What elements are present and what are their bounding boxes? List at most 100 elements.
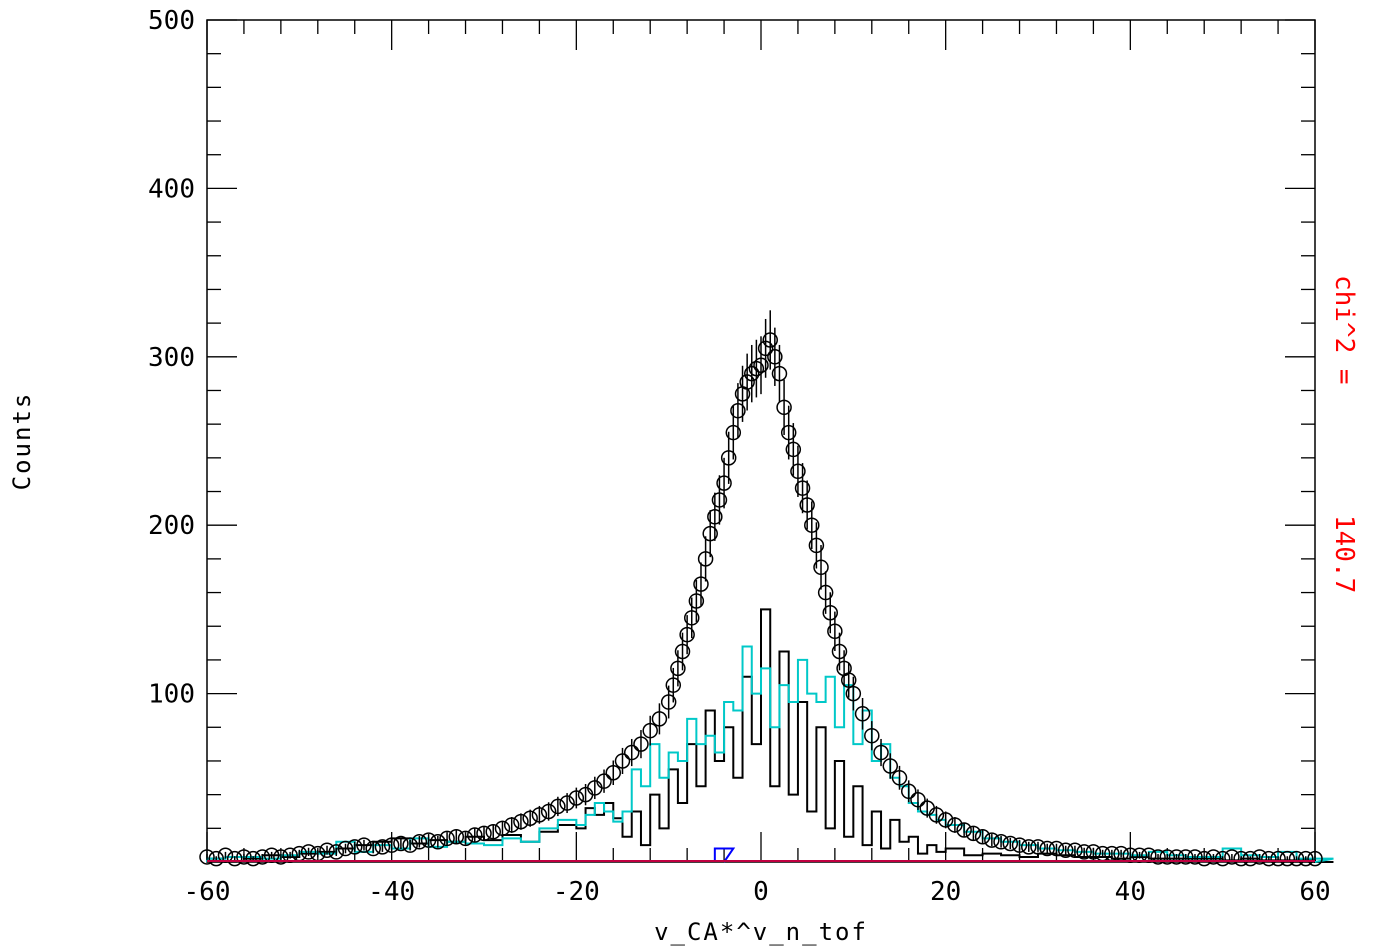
data-marker	[670, 660, 686, 677]
data-marker	[550, 798, 566, 815]
data-marker	[1030, 839, 1046, 855]
data-marker	[1122, 847, 1139, 864]
data-point	[633, 730, 649, 759]
data-point	[1085, 844, 1102, 860]
data-point	[1159, 849, 1176, 865]
data-marker	[845, 685, 862, 702]
data-marker	[827, 623, 843, 640]
data-marker	[494, 820, 511, 837]
data-point	[319, 842, 335, 858]
data-point	[1011, 837, 1028, 853]
data-marker	[383, 837, 400, 853]
x-tick-label: 60	[1299, 877, 1330, 907]
data-point	[771, 344, 788, 403]
data-marker	[476, 825, 492, 842]
data-marker	[263, 847, 280, 864]
data-marker	[1196, 850, 1212, 867]
data-marker	[1021, 839, 1037, 855]
data-marker	[374, 839, 391, 855]
data-point	[984, 832, 1000, 848]
data-point	[328, 844, 345, 860]
data-marker	[993, 834, 1009, 850]
data-point	[448, 828, 465, 845]
data-point	[374, 839, 391, 855]
data-point	[1067, 842, 1083, 858]
data-marker	[790, 463, 806, 480]
data-marker	[900, 783, 917, 800]
data-point	[1057, 842, 1074, 858]
data-marker	[623, 744, 640, 761]
data-point	[757, 318, 774, 378]
data-point	[393, 835, 409, 852]
data-point	[947, 817, 963, 833]
data-point	[716, 457, 732, 509]
data-marker	[1150, 849, 1166, 865]
data-point	[956, 822, 972, 838]
chi2-label: chi^2 =	[1329, 275, 1359, 385]
data-point	[790, 445, 806, 497]
data-marker	[1187, 849, 1203, 865]
data-marker	[767, 349, 783, 365]
data-marker	[319, 842, 335, 858]
data-marker	[439, 830, 455, 847]
data-marker	[1067, 842, 1083, 858]
data-marker	[1205, 849, 1222, 865]
data-point	[467, 827, 483, 843]
data-point	[226, 850, 243, 867]
data-point	[1168, 849, 1185, 865]
x-tick-label: 0	[753, 877, 769, 907]
data-point	[748, 339, 765, 398]
data-marker	[965, 825, 982, 842]
data-point	[720, 431, 737, 484]
x-tick-label: 40	[1115, 877, 1146, 907]
data-marker	[748, 360, 765, 377]
data-point	[1030, 839, 1046, 855]
data-point	[642, 715, 658, 746]
data-point	[780, 405, 797, 460]
data-marker	[910, 791, 926, 808]
data-marker	[503, 817, 520, 833]
data-point	[614, 747, 631, 775]
data-marker	[799, 497, 815, 513]
data-marker	[679, 626, 695, 643]
data-marker	[217, 847, 234, 864]
data-marker	[1159, 849, 1176, 865]
data-point	[688, 580, 705, 622]
data-marker	[1224, 849, 1240, 865]
data-marker	[642, 722, 658, 739]
y-axis-title: Counts	[8, 392, 36, 491]
data-marker	[226, 850, 243, 867]
data-marker	[891, 770, 908, 786]
data-marker	[1057, 842, 1074, 858]
data-marker	[776, 399, 792, 416]
data-point	[864, 721, 880, 751]
data-point	[974, 828, 991, 845]
data-marker	[457, 830, 474, 847]
data-marker	[684, 610, 700, 626]
data-marker	[1141, 847, 1157, 864]
data-marker	[697, 551, 714, 567]
data-point	[813, 545, 829, 590]
data-marker	[1279, 850, 1296, 867]
data-point	[1021, 839, 1037, 855]
data-marker	[1131, 847, 1148, 864]
data-marker	[430, 834, 446, 850]
y-tick-label: 100	[148, 680, 195, 710]
data-marker	[711, 492, 728, 508]
data-marker	[1298, 850, 1314, 867]
data-marker	[1288, 850, 1305, 867]
data-marker	[605, 764, 622, 781]
data-marker	[1307, 850, 1323, 867]
data-marker	[522, 810, 538, 826]
data-point	[799, 480, 815, 530]
data-marker	[356, 837, 372, 853]
data-marker	[744, 365, 760, 382]
y-tick-labels: 100 200 300 400 500	[148, 6, 195, 710]
data-point	[236, 849, 252, 865]
data-point	[808, 522, 825, 569]
data-point	[767, 327, 783, 386]
data-point	[356, 837, 372, 853]
data-point	[1224, 849, 1240, 865]
data-point	[965, 825, 982, 842]
data-marker	[1085, 844, 1102, 860]
